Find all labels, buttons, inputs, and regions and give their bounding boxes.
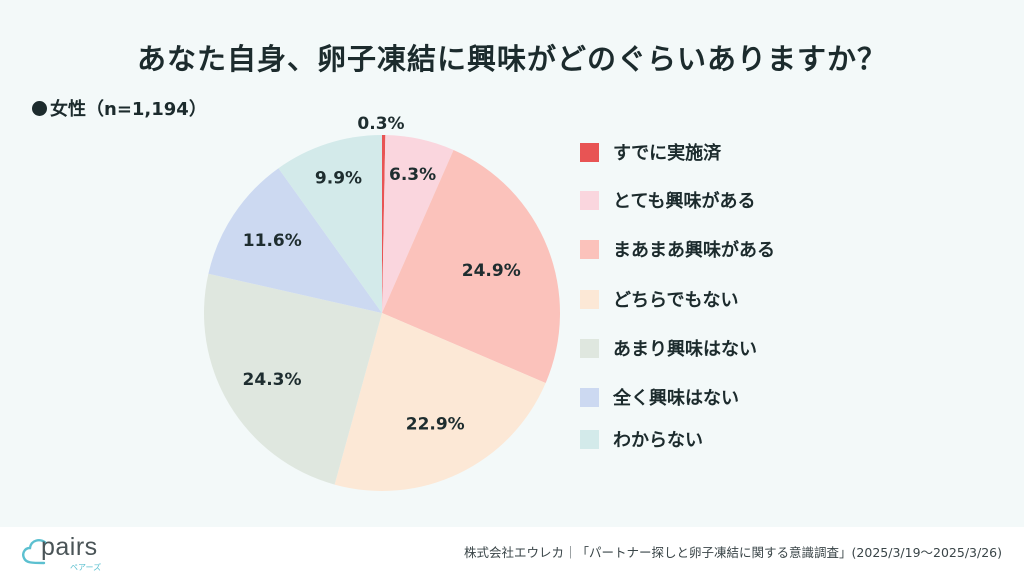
pie-slice [382,150,560,384]
data-label: 0.3% [357,114,404,134]
chart-title: あなた自身、卵子凍結に興味がどのぐらいありますか？ [136,42,887,76]
data-label: 6.3% [389,165,436,185]
data-label: 9.9% [315,168,362,188]
data-label: 22.9% [406,415,465,435]
legend-item: すでに実施済 [580,140,721,164]
legend-swatch [580,289,599,309]
pie-slice [208,168,382,313]
data-label: 11.6% [243,231,302,251]
cloud-logo-icon [22,539,48,565]
legend-item: まあまあ興味がある [580,237,775,261]
legend-item: 全く興味はない [580,385,739,409]
legend-swatch [580,239,599,259]
pie-slice [382,135,454,313]
legend-swatch [580,142,599,162]
footer: pairs ペアーズ 株式会社エウレカ｜「パートナー探しと卵子凍結に関する意識調… [0,527,1024,576]
legend-item: とても興味がある [580,188,756,212]
logo-text: pairs [41,533,98,561]
legend-label: 全く興味はない [613,388,739,409]
legend-label: まあまあ興味がある [613,240,775,261]
legend-swatch [580,338,599,358]
legend-label: すでに実施済 [613,143,722,164]
legend-label: わからない [613,430,703,451]
legend-item: どちらでもない [580,287,738,311]
legend-label: どちらでもない [613,290,739,311]
legend-item: あまり興味はない [580,336,757,360]
bullet-dot-icon [32,101,47,116]
legend-label: とても興味がある [613,191,756,212]
data-label: 24.3% [243,370,302,390]
logo-subtext: ペアーズ [70,563,102,572]
legend-item: わからない [580,427,703,451]
pairs-logo: pairs ペアーズ [22,532,132,572]
sample-label: 女性（n=1,194） [32,95,207,121]
source-citation: 株式会社エウレカ｜「パートナー探しと卵子凍結に関する意識調査」(2025/3/1… [464,545,1002,560]
sample-label-text: 女性（n=1,194） [50,99,207,120]
pie-slice [203,273,382,485]
pie-slice [334,313,546,491]
legend-label: あまり興味はない [613,339,757,360]
pie-slice [382,135,386,313]
legend-swatch [580,387,599,407]
legend-swatch [580,429,599,449]
data-label: 24.9% [462,261,521,281]
legend-swatch [580,190,599,210]
pie-slice [278,135,382,313]
